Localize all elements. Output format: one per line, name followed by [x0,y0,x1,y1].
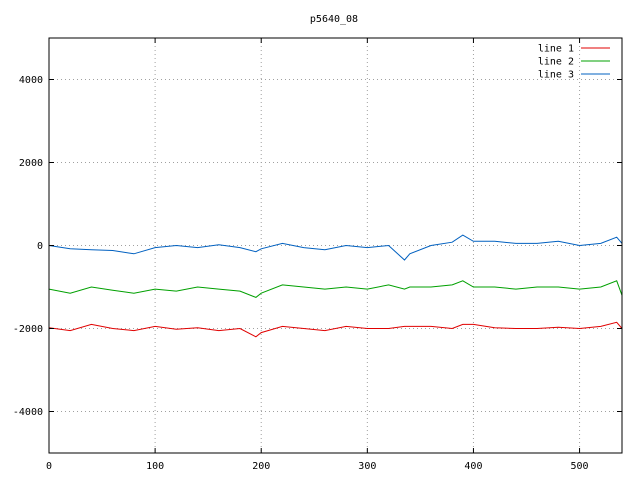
x-tick-label: 200 [252,461,270,472]
legend-label: line 3 [538,70,574,81]
series-lines [48,234,623,338]
legend: line 1 line 2 line 3 [538,44,610,81]
series-line-2 [48,280,623,298]
x-axis-ticks: 0 100 200 300 400 500 [46,38,589,472]
y-axis-ticks: -4000 -2000 0 2000 4000 [13,75,622,418]
y-tick-label: 4000 [19,75,43,86]
chart-title: p5640_08 [310,14,358,25]
x-tick-label: 0 [46,461,52,472]
series-line-3 [48,234,623,261]
x-tick-label: 300 [358,461,376,472]
y-tick-label: -4000 [13,407,43,418]
legend-label: line 1 [538,44,574,55]
series-line-1 [48,321,623,338]
plot-frame [48,37,623,454]
y-tick-label: -2000 [13,324,43,335]
legend-label: line 2 [538,57,574,68]
x-tick-label: 100 [146,461,164,472]
y-tick-label: 2000 [19,158,43,169]
y-tick-label: 0 [37,241,43,252]
grid [49,38,622,453]
x-tick-label: 500 [571,461,589,472]
x-tick-label: 400 [464,461,482,472]
